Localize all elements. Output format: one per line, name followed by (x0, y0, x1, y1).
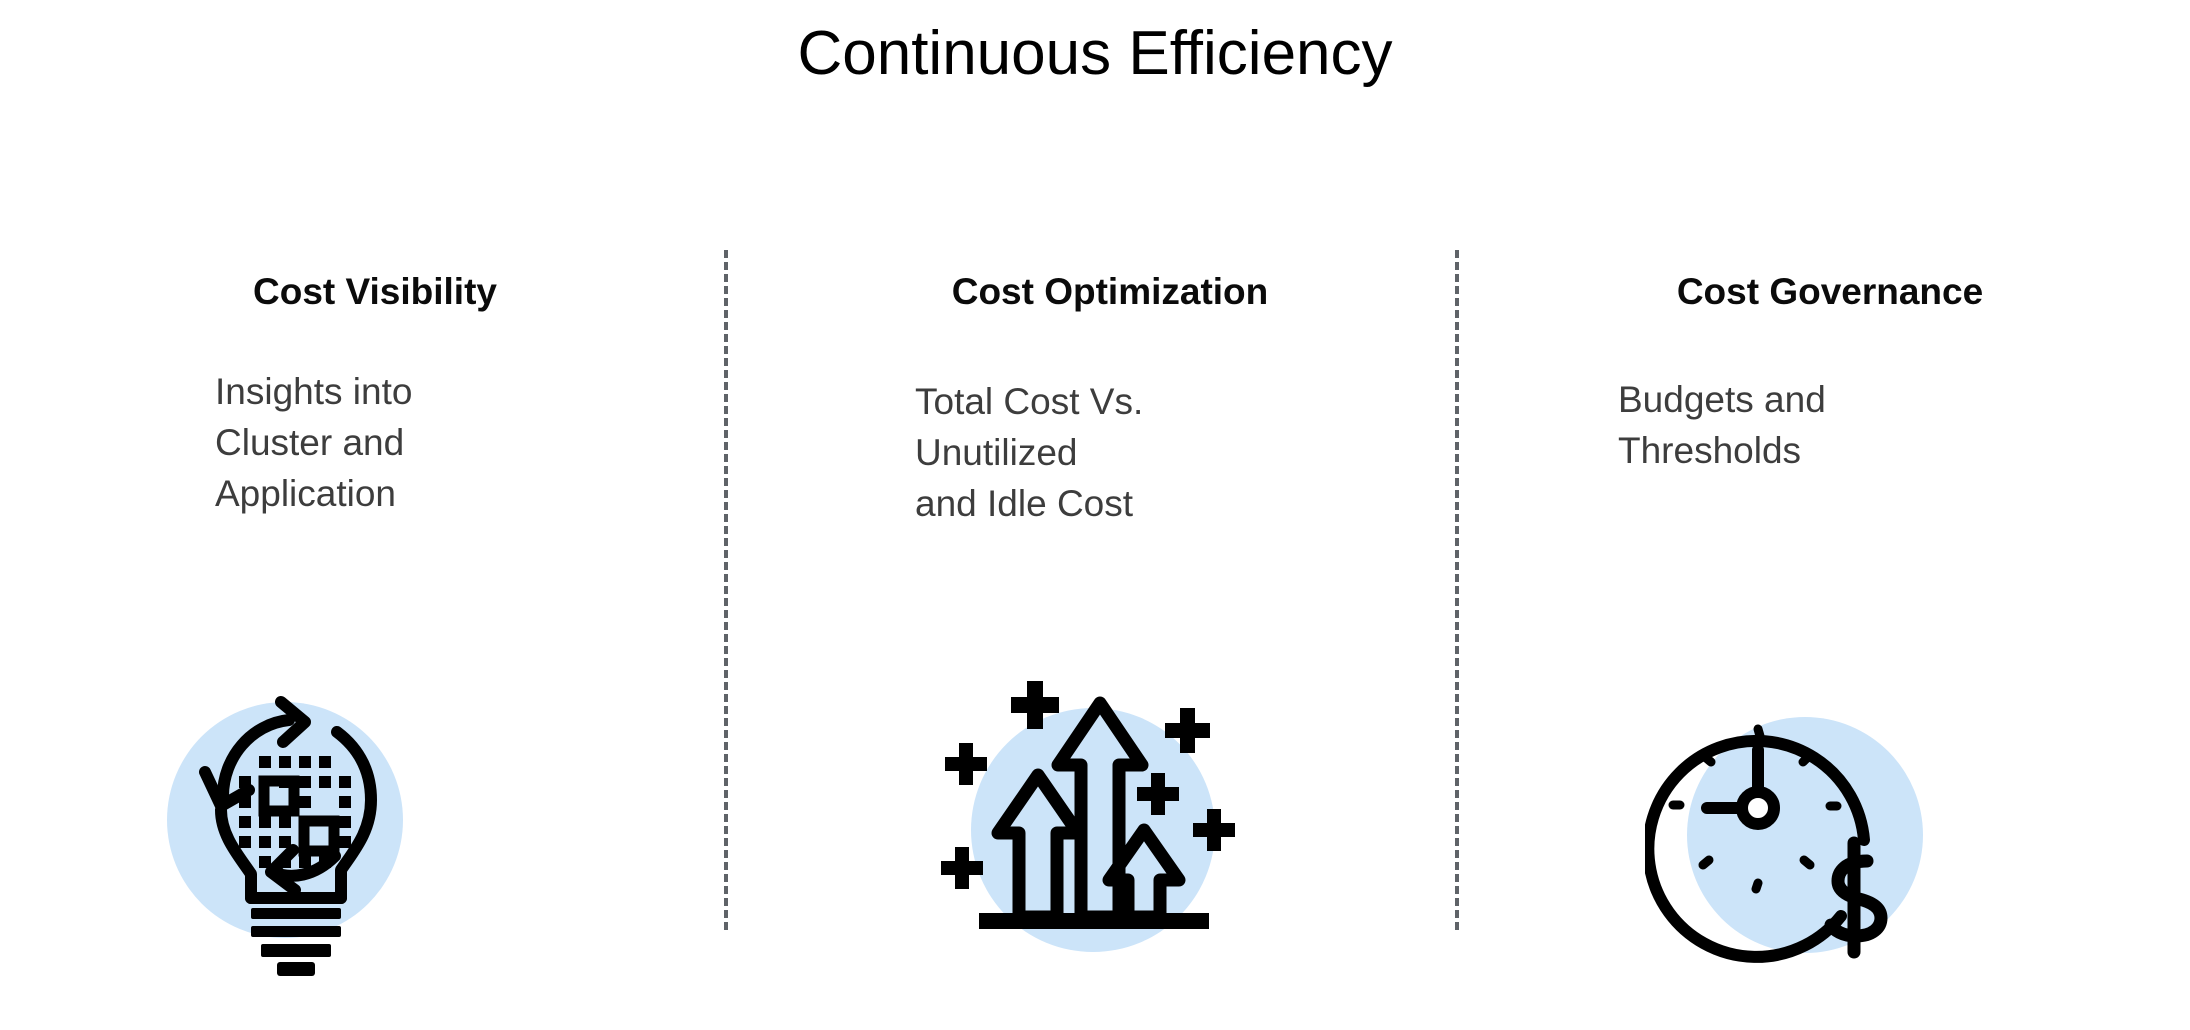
body-line: Unutilized (915, 432, 1078, 474)
clock-dollar-icon (1645, 680, 1985, 980)
column-divider-2 (1455, 250, 1459, 930)
column-body-1: Insights into Cluster and Application (55, 366, 695, 519)
column-cost-governance: Cost Governance Budgets and Thresholds (1510, 250, 2150, 950)
column-heading-3: Cost Governance (1676, 271, 1984, 312)
body-line: and Idle Cost (915, 483, 1134, 525)
body-line: Thresholds (1618, 430, 1802, 472)
column-heading-2: Cost Optimization (951, 271, 1269, 312)
body-line: Budgets and (1618, 379, 1826, 421)
lightbulb-chip-icon (165, 680, 505, 980)
column-cost-visibility: Cost Visibility Insights into Cluster an… (55, 250, 695, 950)
body-line: Application (215, 473, 397, 515)
body-line: Cluster and (215, 422, 405, 464)
growth-arrows-icon (925, 665, 1265, 965)
page-title: Continuous Efficiency (797, 19, 1393, 88)
column-cost-optimization: Cost Optimization Total Cost Vs. Unutili… (790, 250, 1430, 950)
columns-container: Cost Visibility Insights into Cluster an… (0, 250, 2190, 950)
column-body-2: Total Cost Vs. Unutilized and Idle Cost (790, 376, 1430, 529)
column-heading-1: Cost Visibility (253, 271, 497, 312)
body-line: Total Cost Vs. (915, 381, 1144, 423)
body-line: Insights into (215, 371, 413, 413)
column-divider-1 (724, 250, 728, 930)
column-body-3: Budgets and Thresholds (1510, 374, 2150, 476)
